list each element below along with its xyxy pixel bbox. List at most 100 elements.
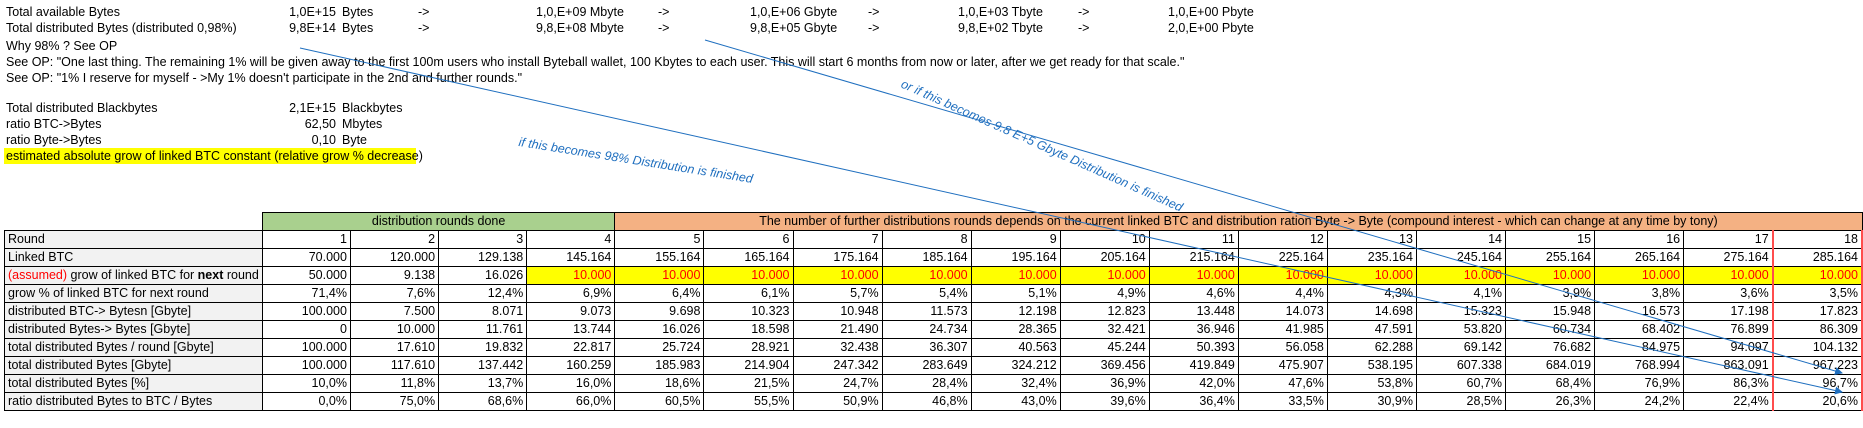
table-cell: 129.138 — [438, 248, 528, 267]
summary-pbyte: 1,0,E+00 Pbyte — [1168, 5, 1254, 19]
table-cell: 50,9% — [792, 392, 883, 411]
table-cell: 47,6% — [1237, 374, 1328, 393]
table-cell: 55,5% — [703, 392, 794, 411]
table-cell: 60,5% — [614, 392, 705, 411]
table-cell: 33,5% — [1237, 392, 1328, 411]
note-op-2: See OP: "1% I reserve for myself - >My 1… — [6, 71, 523, 85]
stat-label-blackbytes: Total distributed Blackbytes — [6, 101, 158, 115]
summary-arrow1: -> — [418, 21, 430, 35]
assumed-label: (assumed) — [8, 268, 68, 282]
table-cell: 283.649 — [881, 356, 972, 375]
row-label: total distributed Bytes [Gbyte] — [4, 356, 263, 375]
table-cell: 10.000 — [1594, 266, 1685, 285]
group-header-done: distribution rounds done — [261, 212, 616, 231]
stat-unit-btc-bytes: Mbytes — [342, 117, 383, 131]
table-cell: 120.000 — [349, 248, 440, 267]
table-cell: 21,5% — [703, 374, 794, 393]
table-cell: 36.946 — [1148, 320, 1239, 339]
row-label: grow % of linked BTC for next round — [4, 284, 263, 303]
table-cell: 12.198 — [970, 302, 1061, 321]
row-label: distributed BTC-> Bytesn [Gbyte] — [4, 302, 263, 321]
table-cell: 47.591 — [1326, 320, 1417, 339]
table-cell: 10.000 — [1059, 266, 1150, 285]
table-cell: 4,4% — [1237, 284, 1328, 303]
stat-unit-byte-bytes: Byte — [342, 133, 368, 147]
table-cell: 76,9% — [1594, 374, 1685, 393]
summary-pbyte: 2,0,E+00 Pbyte — [1168, 21, 1254, 35]
summary-tbyte: 1,0,E+03 Tbyte — [958, 5, 1043, 19]
table-cell: 419.849 — [1148, 356, 1239, 375]
row-label-end: round — [223, 268, 259, 282]
row-label-bold: next — [197, 268, 224, 282]
group-header-further: The number of further distributions roun… — [614, 212, 1863, 231]
summary-unit: Bytes — [342, 5, 374, 19]
stat-value-byte-bytes: 0,10 — [311, 133, 336, 147]
summary-gbyte: 1,0,E+06 Gbyte — [750, 5, 838, 19]
table-cell: 265.164 — [1594, 248, 1685, 267]
table-cell: 45.244 — [1059, 338, 1150, 357]
table-cell: 18,6% — [614, 374, 705, 393]
table-cell: 62.288 — [1326, 338, 1417, 357]
table-cell: 7.500 — [349, 302, 440, 321]
table-cell: 16.026 — [438, 266, 528, 285]
note-why: Why 98% ? See OP — [6, 39, 118, 53]
table-cell: 10.000 — [1415, 266, 1507, 285]
table-cell: 14.698 — [1326, 302, 1417, 321]
stat-label-btc-bytes: ratio BTC->Bytes — [6, 117, 102, 131]
table-cell: 86.309 — [1771, 320, 1863, 339]
table-cell: 46,8% — [881, 392, 972, 411]
table-row: total distributed Bytes [%] 10,0% 11,8% 13,… — [4, 374, 1863, 393]
table-cell: 255.164 — [1504, 248, 1596, 267]
summary-arrow4: -> — [1078, 21, 1090, 35]
table-cell: 28,5% — [1415, 392, 1507, 411]
summary-tbyte: 9,8,E+02 Tbyte — [958, 21, 1043, 35]
table-cell: 69.142 — [1415, 338, 1507, 357]
row-label: distributed Bytes-> Bytes [Gbyte] — [4, 320, 263, 339]
table-row: distributed Bytes-> Bytes [Gbyte] 0 10.000… — [4, 320, 1863, 339]
table-cell: 14 — [1415, 230, 1507, 249]
table-cell: 155.164 — [614, 248, 705, 267]
stat-unit-blackbytes: Blackbytes — [342, 101, 403, 115]
summary-value: 9,8E+14 — [289, 21, 336, 35]
table-cell: 36,4% — [1148, 392, 1239, 411]
stat-value-btc-bytes: 62,50 — [304, 117, 336, 131]
table-row: total distributed Bytes / round [Gbyte] 1… — [4, 338, 1863, 357]
summary-arrow1: -> — [418, 5, 430, 19]
table-cell: 24,7% — [792, 374, 883, 393]
row-label-text: grow of linked BTC for — [67, 268, 198, 282]
table-cell: 75,0% — [349, 392, 440, 411]
table-cell: 10.000 — [970, 266, 1061, 285]
table-cell: 607.338 — [1415, 356, 1507, 375]
table-cell: 28.365 — [970, 320, 1061, 339]
note-op-1: See OP: "One last thing. The remaining 1… — [6, 55, 1185, 69]
row-label: total distributed Bytes / round [Gbyte] — [4, 338, 263, 357]
table-cell: 10.000 — [1771, 266, 1863, 285]
summary-arrow2: -> — [658, 5, 670, 19]
table-cell: 10.000 — [1504, 266, 1596, 285]
table-cell: 19.832 — [438, 338, 528, 357]
summary-label: Total distributed Bytes (distributed 0,9… — [6, 21, 237, 35]
table-cell: 22.817 — [526, 338, 616, 357]
summary-arrow4: -> — [1078, 5, 1090, 19]
row-label: ratio distributed Bytes to BTC / Bytes — [4, 392, 263, 411]
table-cell: 6,1% — [703, 284, 794, 303]
table-cell: 137.442 — [438, 356, 528, 375]
table-cell: 10.000 — [703, 266, 794, 285]
table-cell: 50.000 — [261, 266, 351, 285]
summary-arrow3: -> — [868, 21, 880, 35]
stat-value-blackbytes: 2,1E+15 — [289, 101, 336, 115]
row-label: total distributed Bytes [%] — [4, 374, 263, 393]
table-cell: 0,0% — [261, 392, 351, 411]
table-cell: 17.198 — [1683, 302, 1774, 321]
table-cell: 53.820 — [1415, 320, 1507, 339]
table-cell: 25.724 — [614, 338, 705, 357]
table-row: (assumed) grow of linked BTC for next ro… — [4, 266, 1863, 285]
table-cell: 3,6% — [1683, 284, 1774, 303]
summary-arrow3: -> — [868, 5, 880, 19]
table-row: ratio distributed Bytes to BTC / Bytes 0,… — [4, 392, 1863, 411]
table-cell: 247.342 — [792, 356, 883, 375]
arrow-op-to-percent — [299, 47, 1843, 395]
table-cell: 285.164 — [1771, 248, 1863, 267]
summary-arrow2: -> — [658, 21, 670, 35]
summary-mbyte: 9,8,E+08 Mbyte — [536, 21, 624, 35]
